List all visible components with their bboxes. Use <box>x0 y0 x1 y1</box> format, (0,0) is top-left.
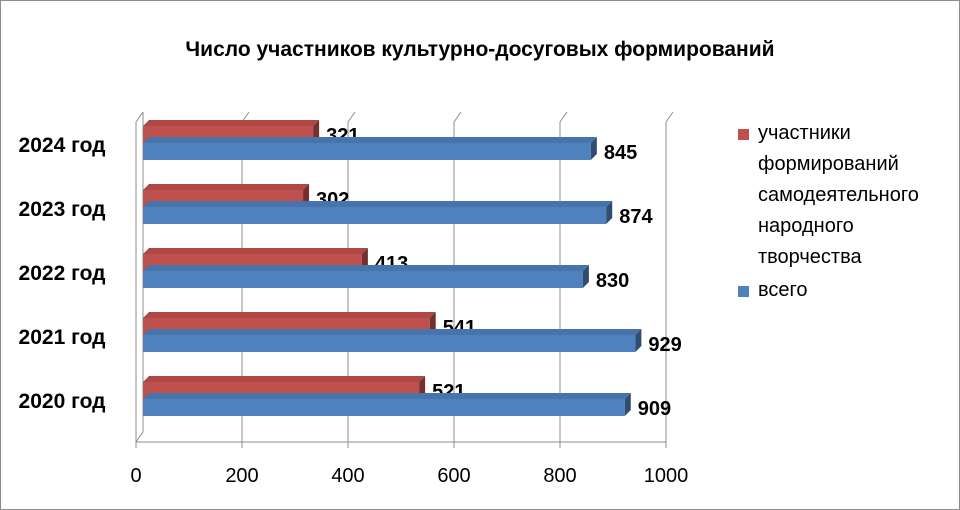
data-label: 929 <box>648 334 681 356</box>
bar-top-face <box>143 312 436 318</box>
gridline-top-edge <box>559 111 568 123</box>
bar-top-face <box>143 137 597 143</box>
x-tick-label: 800 <box>543 465 576 487</box>
gridline-top-edge <box>135 111 144 123</box>
category-label: 2024 год <box>19 134 106 157</box>
category-label: 2020 год <box>19 390 106 413</box>
x-tick-label: 200 <box>225 465 258 487</box>
bar-top-face <box>143 376 426 382</box>
legend-item-total: всего <box>738 275 953 306</box>
data-label: 845 <box>604 142 637 164</box>
data-label: 909 <box>638 398 671 420</box>
bar-top-face <box>143 201 613 207</box>
bar-end-face <box>624 393 631 416</box>
bar-total <box>143 335 636 352</box>
bar-top-face <box>143 265 589 271</box>
bar-top-face <box>143 393 631 399</box>
x-tick-label: 1000 <box>644 465 689 487</box>
legend-label-participants: участники формирований самодеятельного н… <box>758 122 919 268</box>
legend-swatch-total <box>738 286 749 297</box>
category-label: 2023 год <box>19 198 106 221</box>
bar-total <box>143 207 607 224</box>
gridline-top-edge <box>665 111 674 123</box>
legend-label-total: всего <box>758 279 808 301</box>
category-label: 2021 год <box>19 326 106 349</box>
bar-top-face <box>143 184 310 190</box>
bar-end-face <box>582 265 589 288</box>
legend: участники формирований самодеятельного н… <box>738 118 953 306</box>
legend-item-participants: участники формирований самодеятельного н… <box>738 118 953 273</box>
bar-top-face <box>143 120 320 126</box>
bar-end-face <box>606 201 613 224</box>
x-tick-label: 600 <box>437 465 470 487</box>
bar-total <box>143 143 591 160</box>
bar-end-face <box>635 329 642 352</box>
gridline-top-edge <box>453 111 462 123</box>
legend-swatch-participants <box>738 129 749 140</box>
category-label: 2022 год <box>19 262 106 285</box>
gridline-top-edge <box>347 111 356 123</box>
chart-title: Число участников культурно-досуговых фор… <box>185 38 775 61</box>
bar-top-face <box>143 248 368 254</box>
bar-total <box>143 271 583 288</box>
bar-end-face <box>590 137 597 160</box>
x-tick-label: 400 <box>331 465 364 487</box>
data-label: 874 <box>619 206 653 228</box>
data-label: 830 <box>596 270 629 292</box>
x-tick-label: 0 <box>130 465 141 487</box>
floor-edge <box>135 431 144 443</box>
bar-top-face <box>143 329 642 335</box>
bar-total <box>143 399 625 416</box>
